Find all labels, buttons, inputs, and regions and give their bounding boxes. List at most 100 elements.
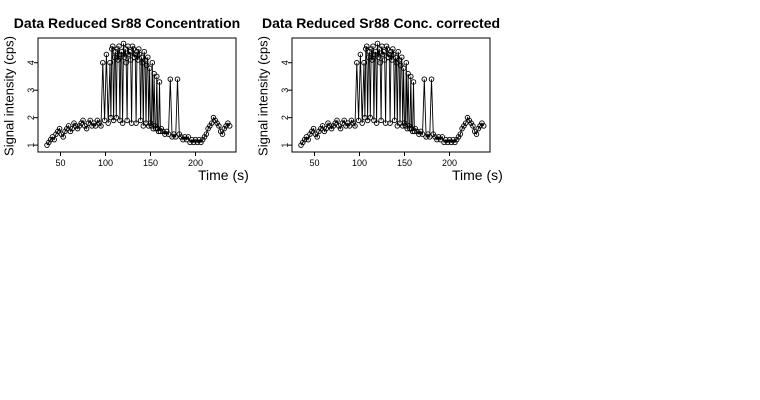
data-point (332, 120, 338, 126)
data-point (120, 40, 127, 47)
data-point (385, 54, 392, 60)
data-point (201, 134, 208, 140)
data-point (361, 59, 367, 66)
data-point (399, 123, 406, 129)
data-point (210, 114, 217, 121)
data-point (339, 120, 346, 126)
data-point (47, 136, 54, 143)
data-point (119, 120, 126, 126)
data-point (334, 117, 340, 124)
data-point (423, 134, 429, 140)
data-point (147, 120, 154, 126)
data-point (92, 123, 99, 129)
data-point (89, 123, 95, 129)
y-tick-label: 2 (280, 115, 290, 120)
data-point (67, 128, 74, 135)
data-point (133, 120, 139, 126)
data-point (76, 123, 83, 129)
data-point (172, 134, 179, 140)
data-point (300, 139, 306, 146)
data-point (64, 125, 70, 132)
chart-panel-2: Data Reduced Sr88 Conc. corrected Signal… (254, 0, 508, 190)
scatter-plot: 50 100 150 200 1 2 3 4 (280, 37, 491, 168)
data-point (78, 120, 84, 126)
data-point (135, 57, 141, 63)
data-point (65, 123, 72, 129)
data-point (390, 46, 396, 52)
data-point (136, 46, 142, 52)
chart-panel-1: Data Reduced Sr88 Concentration Signal i… (0, 0, 254, 190)
data-point (425, 131, 431, 137)
data-point (383, 43, 390, 49)
scatter-plot: 50 100 150 200 1 2 3 4 (26, 37, 237, 168)
data-point (156, 79, 163, 85)
data-point (359, 120, 365, 126)
data-point (395, 48, 401, 55)
y-tick-label: 1 (280, 143, 290, 148)
data-point (83, 125, 90, 132)
data-point (114, 46, 120, 52)
data-point (357, 51, 364, 58)
data-point (369, 57, 375, 63)
data-point (100, 59, 106, 66)
data-point (167, 76, 174, 82)
data-point (130, 46, 137, 52)
data-point (430, 131, 437, 137)
y-tick-label: 1 (26, 143, 36, 148)
data-point (221, 125, 228, 132)
data-point (373, 120, 380, 126)
data-point (400, 65, 407, 71)
data-point (466, 117, 473, 124)
data-point (160, 128, 166, 135)
data-point (207, 123, 213, 129)
data-point (126, 51, 132, 58)
data-point (60, 134, 66, 140)
data-point (435, 134, 442, 140)
data-point (199, 136, 206, 143)
data-point (399, 54, 405, 60)
data-point (421, 76, 428, 82)
data-point (103, 51, 110, 58)
data-point (309, 128, 315, 135)
data-point (343, 123, 349, 129)
data-point (461, 123, 467, 129)
data-point (374, 40, 381, 47)
data-point (214, 120, 220, 126)
data-point (58, 131, 65, 137)
data-point (169, 134, 175, 140)
data-point (146, 65, 153, 71)
data-point (352, 123, 358, 129)
data-point (149, 59, 156, 66)
x-axis-label: Time (s) (452, 167, 503, 183)
data-point (368, 46, 374, 52)
data-point (417, 128, 424, 135)
data-point (372, 51, 378, 58)
data-point (44, 142, 50, 148)
data-point (365, 54, 372, 60)
data-point (171, 131, 177, 137)
data-point (346, 123, 353, 129)
x-tick-label: 100 (98, 158, 113, 168)
data-point (452, 139, 458, 146)
data-point (354, 59, 360, 66)
data-point (74, 125, 81, 132)
data-point (55, 128, 61, 135)
data-point (51, 136, 57, 143)
data-point (455, 134, 462, 140)
data-point (414, 128, 420, 135)
data-point (181, 134, 188, 140)
data-point (345, 120, 351, 126)
data-point (183, 136, 190, 143)
data-point (127, 57, 134, 63)
data-point (73, 123, 79, 129)
data-point (402, 123, 409, 129)
data-point (464, 114, 471, 121)
data-point (325, 120, 331, 126)
data-point (310, 125, 317, 132)
y-tick-label: 4 (26, 60, 36, 65)
x-tick-label: 200 (442, 158, 457, 168)
data-point (127, 48, 133, 55)
data-point (428, 76, 435, 82)
data-point (372, 48, 379, 55)
data-point (148, 123, 155, 129)
